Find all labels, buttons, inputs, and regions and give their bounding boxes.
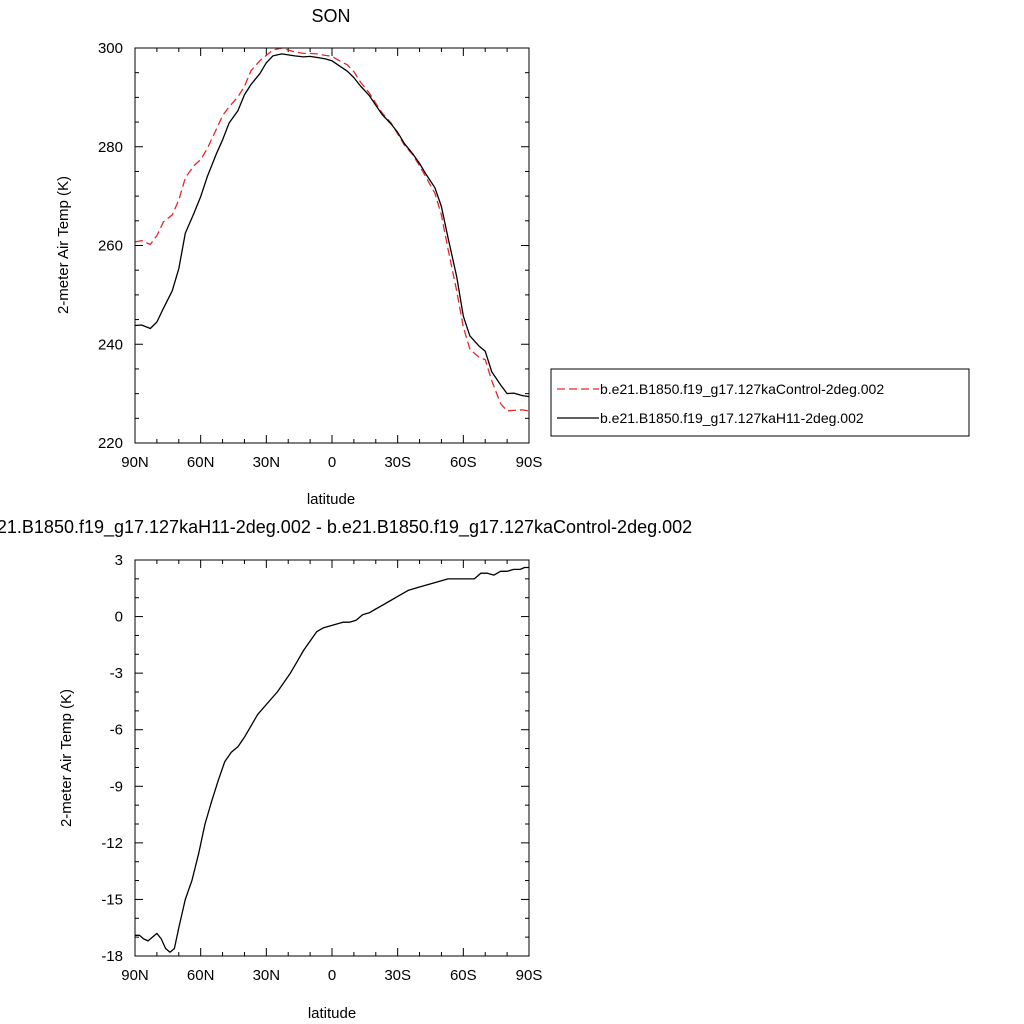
legend-label-control: b.e21.B1850.f19_g17.127kaControl-2deg.00… bbox=[600, 381, 884, 397]
chart-panel-bottom: b.e21.B1850.f19_g17.127kaH11-2deg.002 - … bbox=[0, 517, 692, 1022]
legend-label-h11: b.e21.B1850.f19_g17.127kaH11-2deg.002 bbox=[600, 410, 864, 426]
x-tick-label: 90N bbox=[121, 454, 149, 471]
y-tick-label: 280 bbox=[98, 139, 123, 156]
series-line-0 bbox=[134, 47, 530, 412]
y-tick-label: -15 bbox=[101, 891, 123, 908]
x-tick-label: 30N bbox=[253, 454, 281, 471]
x-tick-label: 30S bbox=[384, 454, 411, 471]
y-tick-label: 260 bbox=[98, 238, 123, 255]
chart-title-difference: b.e21.B1850.f19_g17.127kaH11-2deg.002 - … bbox=[0, 517, 692, 538]
y-axis-label: 2-meter Air Temp (K) bbox=[55, 176, 72, 314]
y-axis-label-difference: 2-meter Air Temp (K) bbox=[58, 689, 75, 827]
x-tick-label: 0 bbox=[328, 454, 336, 471]
x-tick-label: 60N bbox=[187, 454, 215, 471]
x-tick-label: 0 bbox=[328, 967, 336, 984]
x-tick-label: 60S bbox=[450, 967, 477, 984]
y-tick-label: 0 bbox=[115, 609, 123, 626]
plot-frame-difference bbox=[134, 559, 530, 957]
x-tick-label: 90N bbox=[121, 967, 149, 984]
axis-ticks-difference: 90N 60N 30N 0 30S 60S 90S 3 0 -3 -6 -9 -12 -15 -18 bbox=[101, 552, 542, 984]
y-tick-label: -3 bbox=[110, 665, 123, 682]
chart-panel-top: SON 2-meter Air Temp (K) latitude 90N 60N… bbox=[55, 6, 970, 508]
y-tick-label: 220 bbox=[98, 435, 123, 452]
legend: b.e21.B1850.f19_g17.127kaControl-2deg.00… bbox=[550, 368, 970, 437]
series-lines bbox=[134, 47, 530, 412]
x-tick-label: 90S bbox=[516, 967, 543, 984]
y-tick-label: -9 bbox=[110, 778, 123, 795]
y-tick-label: 240 bbox=[98, 336, 123, 353]
x-tick-label: 60N bbox=[187, 967, 215, 984]
chart-title: SON bbox=[311, 6, 350, 26]
x-tick-label: 60S bbox=[450, 454, 477, 471]
series-line-1 bbox=[134, 53, 530, 398]
axis-ticks: 90N 60N 30N 0 30S 60S 90S 300 280 260 240 220 bbox=[98, 40, 542, 471]
series-lines-difference bbox=[135, 566, 529, 953]
y-tick-label: 300 bbox=[98, 40, 123, 57]
y-tick-label: -18 bbox=[101, 948, 123, 965]
x-tick-label: 30N bbox=[253, 967, 281, 984]
x-axis-label-difference: latitude bbox=[308, 1005, 356, 1022]
x-tick-label: 90S bbox=[516, 454, 543, 471]
plot-frame bbox=[134, 47, 530, 444]
difference-series-line bbox=[135, 566, 529, 953]
legend-box bbox=[550, 368, 970, 437]
x-axis-label: latitude bbox=[307, 491, 355, 508]
y-tick-label: -6 bbox=[110, 722, 123, 739]
y-tick-label: 3 bbox=[115, 552, 123, 569]
y-tick-label: -12 bbox=[101, 835, 123, 852]
x-tick-label: 30S bbox=[384, 967, 411, 984]
